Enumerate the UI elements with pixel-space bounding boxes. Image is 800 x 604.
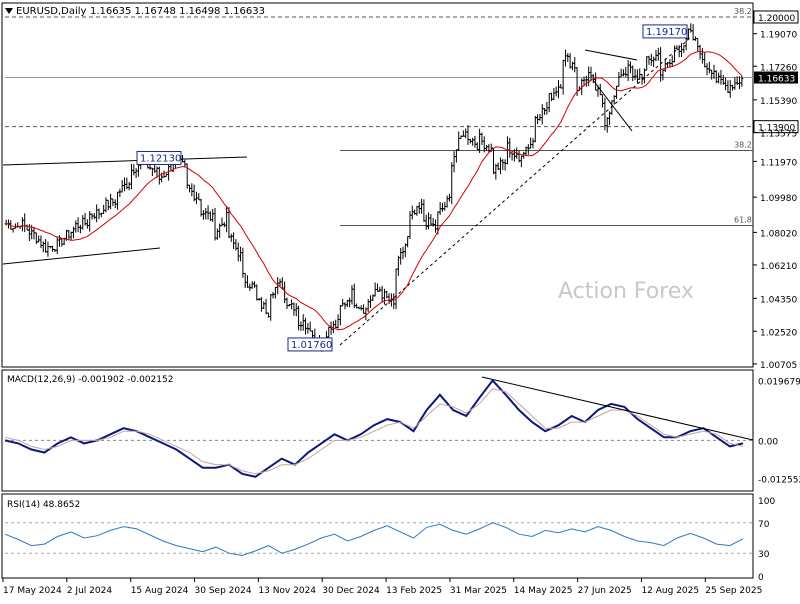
macd-tick-label: 0.00	[758, 437, 778, 447]
symbol-label: EURUSD,Daily	[16, 6, 87, 17]
price-tick-label: 1.13575	[760, 130, 797, 140]
rsi-tick-label: 100	[758, 497, 775, 507]
rsi-title: RSI(14) 48.8652	[7, 500, 80, 510]
price-annotation-box	[136, 150, 182, 165]
price-tick-label: 1.19070	[760, 31, 797, 41]
watermark: Action Forex	[558, 279, 694, 304]
ohlc-values: 1.16635 1.16748 1.16498 1.16633	[90, 6, 265, 17]
price-tick-label: 1.02520	[760, 328, 797, 338]
x-tick-label: 30 Sep 2024	[195, 586, 252, 596]
collapse-arrow-icon[interactable]	[5, 8, 13, 14]
macd-panel-frame	[1, 369, 754, 492]
x-tick-label: 31 Mar 2025	[450, 586, 507, 596]
price-tick-label: 1.09980	[760, 194, 797, 204]
x-tick-label: 30 Dec 2024	[322, 586, 380, 596]
fib-level-label: 61.8	[734, 216, 752, 225]
rsi-tick-label: 70	[758, 520, 770, 530]
x-tick-label: 13 Nov 2024	[258, 586, 316, 596]
price-annotation-box	[642, 24, 688, 39]
fib-level-label: 38.2	[734, 7, 752, 16]
x-tick-label: 13 Feb 2025	[386, 586, 442, 596]
x-tick-label: 17 May 2024	[3, 586, 62, 596]
x-tick-label: 27 Jun 2025	[578, 586, 632, 596]
macd-title: MACD(12,26,9) -0.001902 -0.002152	[7, 375, 173, 385]
price-tick-label: 1.00705	[760, 361, 797, 371]
macd-trendline	[481, 376, 754, 441]
x-tick-label: 14 May 2025	[514, 586, 573, 596]
channel-line-top	[584, 49, 638, 61]
x-tick-label: 2 Jul 2024	[67, 586, 112, 596]
rsi-panel-frame	[1, 493, 754, 579]
price-tick-label: 1.15390	[760, 97, 797, 107]
x-tick-label: 12 Aug 2025	[641, 586, 699, 596]
price-tick-label: 1.06210	[760, 262, 797, 272]
price-annotation-label: 1.19170	[646, 27, 687, 38]
x-tick-label: 15 Aug 2024	[131, 586, 189, 596]
signal-line	[4, 388, 744, 475]
macd-tick-label: 0.019679	[758, 378, 800, 388]
fib-level-label: 38.2	[734, 140, 752, 149]
price-tick-label: 1.20000	[758, 14, 795, 24]
price-tick-label: 1.08020	[760, 229, 797, 239]
trendline-lower	[2, 247, 161, 265]
macd-tick-label: -0.012552	[758, 476, 800, 486]
last-price-tag	[754, 71, 798, 84]
rsi-tick-label: 30	[758, 550, 770, 560]
price-tick-label: 1.16633	[758, 75, 795, 85]
trendline-upper	[2, 156, 248, 166]
level-price-tag	[753, 120, 799, 134]
price-annotation-box	[287, 337, 333, 352]
price-tick-label: 1.04350	[760, 295, 797, 305]
price-tick-label: 1.13900	[758, 124, 795, 134]
price-annotation-label: 1.01760	[291, 340, 332, 351]
rsi-line	[4, 522, 744, 557]
price-tick-label: 1.11970	[760, 158, 797, 168]
x-tick-label: 25 Sep 2025	[705, 586, 762, 596]
price-annotation-label: 1.12130	[140, 153, 181, 164]
macd-line	[4, 378, 744, 478]
price-tick-label: 1.17260	[760, 63, 797, 73]
level-price-tag	[753, 10, 799, 24]
price-panel-frame	[1, 2, 754, 368]
moving-average-line	[6, 50, 743, 331]
rsi-tick-label: 0	[758, 573, 764, 583]
